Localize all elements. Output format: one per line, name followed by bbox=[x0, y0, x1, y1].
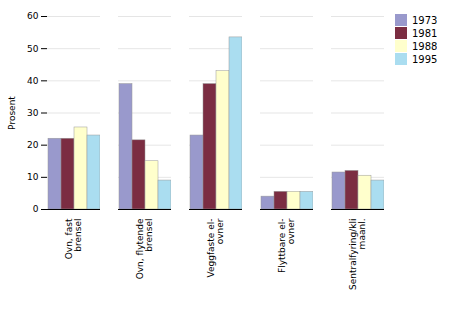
svg-text:Prosent: Prosent bbox=[7, 96, 17, 130]
html-text:1981: 1981 bbox=[412, 27, 438, 39]
svg-text:50: 50 bbox=[27, 44, 39, 54]
svg-text:Veggfaste el-ovner: Veggfaste el-ovner bbox=[206, 218, 225, 277]
html-text:1973: 1973 bbox=[412, 14, 438, 26]
svg-text:Flyttbare el-ovner: Flyttbare el-ovner bbox=[277, 218, 296, 273]
html-text:1995: 1995 bbox=[412, 53, 438, 65]
svg-text:Sentralfyring/klimaanl.: Sentralfyring/klimaanl. bbox=[348, 219, 367, 290]
svg-text:30: 30 bbox=[27, 108, 39, 118]
svg-text:10: 10 bbox=[27, 172, 39, 182]
svg-text:40: 40 bbox=[27, 76, 39, 86]
svg-text:60: 60 bbox=[27, 11, 39, 21]
svg-text:Ovn, flytendebrensel: Ovn, flytendebrensel bbox=[135, 218, 154, 279]
html-text:1988: 1988 bbox=[412, 40, 438, 52]
svg-text:20: 20 bbox=[27, 140, 39, 150]
svg-text:0: 0 bbox=[33, 204, 39, 214]
svg-text:Ovn, fastbrensel: Ovn, fastbrensel bbox=[64, 218, 83, 259]
